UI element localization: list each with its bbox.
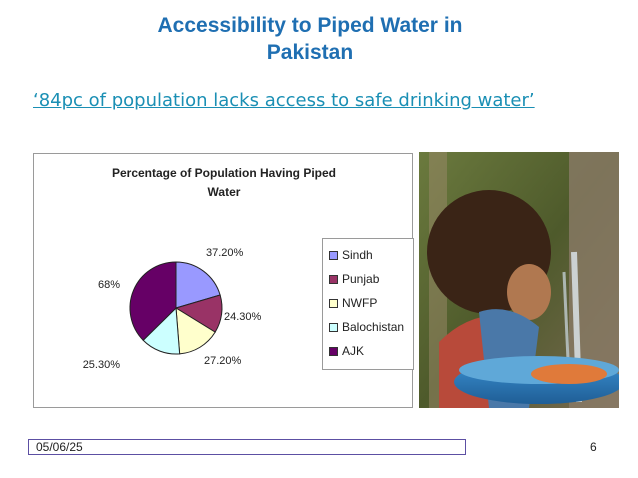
chart-title-line-1: Percentage of Population Having Piped xyxy=(111,166,337,180)
pie-label-nwfp: 27.20% xyxy=(204,355,242,367)
legend-label: Punjab xyxy=(342,272,380,286)
chart-title-line-2: Water xyxy=(207,185,241,199)
legend-swatch xyxy=(329,346,338,356)
slide-title: Accessibility to Piped Water in Pakistan xyxy=(60,12,560,66)
pie-label-ajk: 68% xyxy=(98,279,120,291)
legend-label: Balochistan xyxy=(342,320,405,334)
legend-swatch xyxy=(329,250,338,260)
page-number: 6 xyxy=(590,440,597,454)
legend-label: NWFP xyxy=(342,296,378,310)
pie-label-balochistan: 25.30% xyxy=(83,359,121,371)
footer-date: 05/06/25 xyxy=(36,440,83,454)
legend-item-balochistan: Balochistan xyxy=(329,315,413,339)
slide-title-line-2: Pakistan xyxy=(266,41,354,64)
legend-item-nwfp: NWFP xyxy=(329,291,413,315)
legend-item-punjab: Punjab xyxy=(329,267,413,291)
pie-slice-sindh xyxy=(175,261,221,309)
chart-legend: Sindh Punjab NWFP Balochistan AJK xyxy=(322,238,414,370)
legend-swatch xyxy=(329,274,338,284)
legend-item-sindh: Sindh xyxy=(329,243,413,267)
legend-label: AJK xyxy=(342,344,365,358)
legend-label: Sindh xyxy=(342,248,373,262)
pie-label-sindh: 37.20% xyxy=(206,247,244,259)
child-drinking-water-photo xyxy=(419,152,619,408)
footer-bar xyxy=(28,439,466,455)
pie-slice-ajk xyxy=(129,261,177,341)
slide-title-line-1: Accessibility to Piped Water in xyxy=(157,14,463,37)
legend-swatch xyxy=(329,298,338,308)
chart-title: Percentage of Population Having Piped Wa… xyxy=(34,164,414,202)
legend-item-ajk: AJK xyxy=(329,339,413,363)
legend-swatch xyxy=(329,322,338,332)
quote-link[interactable]: ‘84pc of population lacks access to safe… xyxy=(33,90,535,111)
pie-label-punjab: 24.30% xyxy=(224,311,262,323)
